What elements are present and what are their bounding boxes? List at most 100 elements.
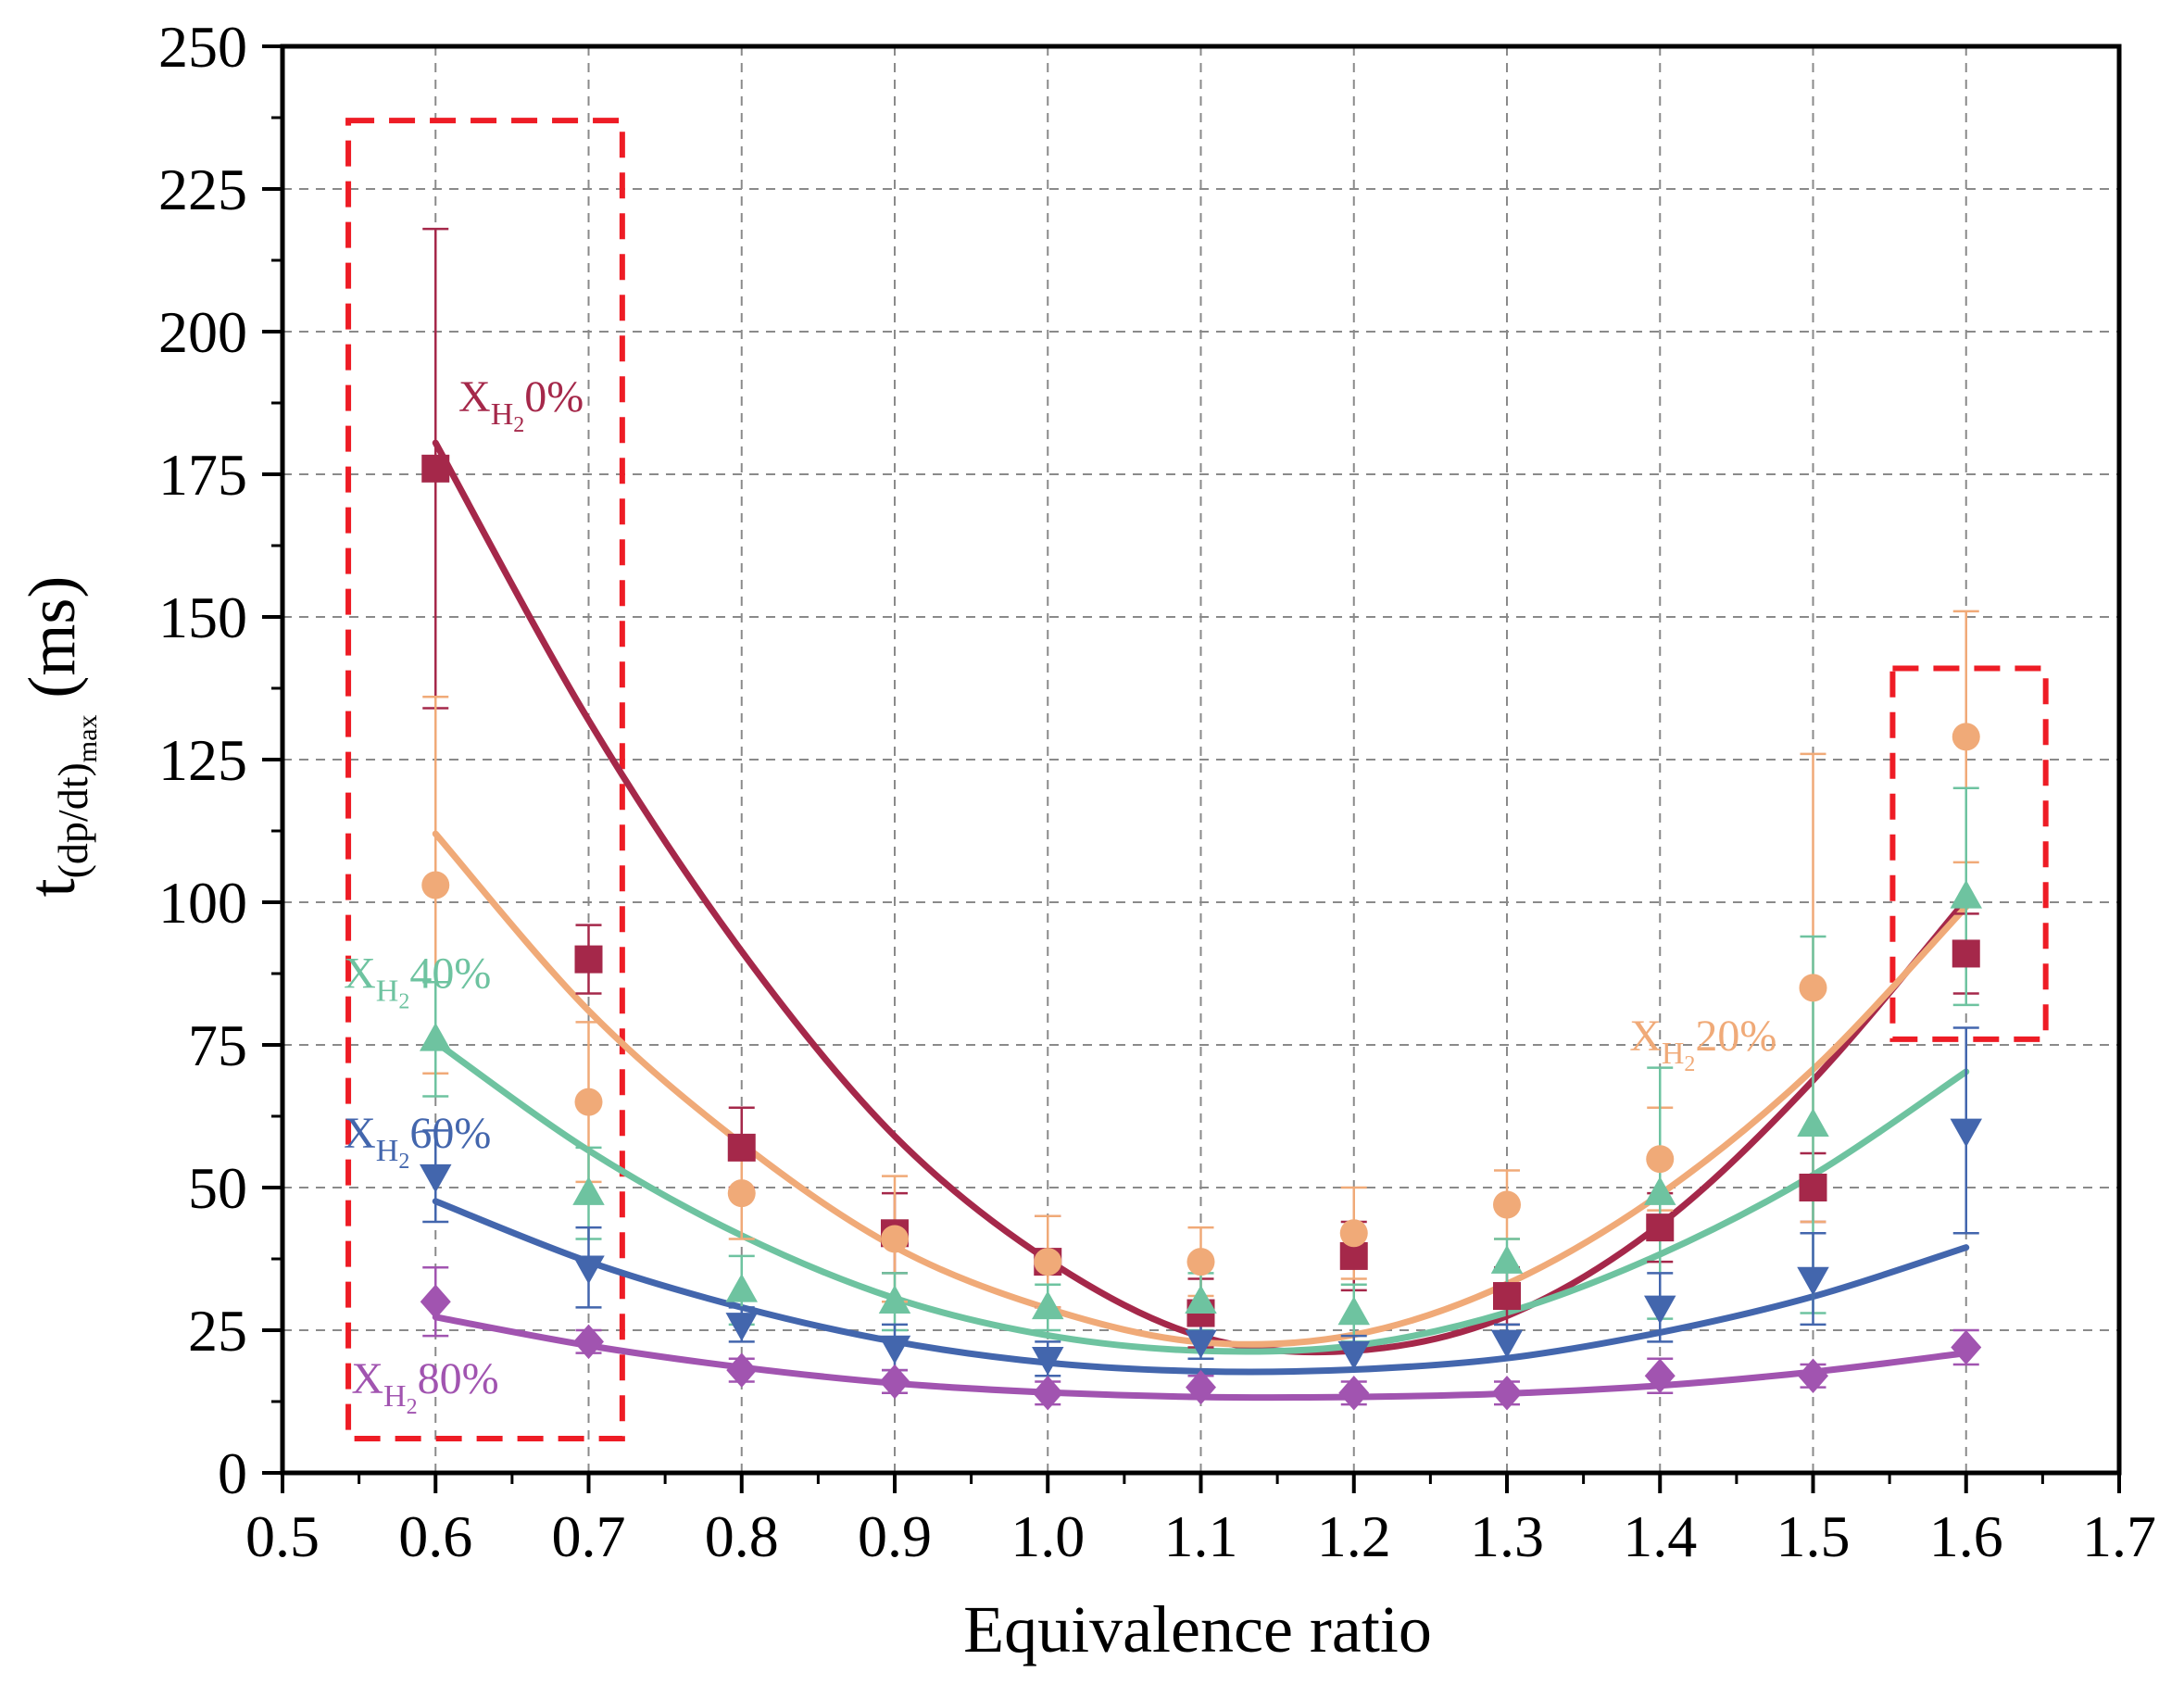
data-point-xh2-60-: [1032, 1347, 1064, 1376]
y-tick-label: 0: [218, 1440, 247, 1506]
data-point-xh2-80-: [1032, 1376, 1063, 1411]
data-point-xh2-80-: [879, 1364, 910, 1400]
axis-ticks: [262, 44, 2121, 1493]
data-point-xh2-60-: [420, 1163, 452, 1193]
x-tick-label: 0.7: [552, 1503, 626, 1569]
data-point-xh2-40-: [725, 1273, 758, 1302]
y-tick-label: 225: [158, 157, 247, 222]
series-label-xh2-80-: XH280%: [351, 1354, 498, 1419]
data-point-xh2-20-: [727, 1179, 756, 1208]
series-label-percent: 0%: [524, 372, 584, 421]
data-point-xh2-20-: [1646, 1145, 1675, 1174]
series-label-x: X: [344, 949, 376, 998]
y-tick-label: 75: [188, 1012, 247, 1078]
data-point-xh2-80-: [573, 1324, 604, 1360]
data-point-xh2-0-: [574, 945, 603, 974]
data-point-xh2-40-: [1797, 1108, 1829, 1137]
x-tick-label: 0.8: [705, 1503, 779, 1569]
y-tick-label: 250: [158, 14, 247, 80]
series-label-xh2-0-: XH20%: [458, 372, 584, 437]
data-point-xh2-20-: [1493, 1190, 1521, 1219]
y-tick-label: 200: [158, 299, 247, 365]
data-point-xh2-40-: [1185, 1285, 1217, 1314]
data-point-xh2-20-: [421, 871, 450, 899]
data-point-xh2-60-: [1950, 1118, 1982, 1148]
x-tick-label: 1.2: [1317, 1503, 1391, 1569]
series-label-x: X: [1629, 1012, 1662, 1061]
data-point-xh2-80-: [420, 1284, 451, 1319]
data-point-xh2-80-: [1491, 1376, 1523, 1411]
data-point-xh2-60-: [878, 1335, 911, 1364]
x-axis-label: Equivalence ratio: [963, 1592, 1432, 1666]
series-label-2: 2: [398, 989, 409, 1013]
data-point-xh2-40-: [1032, 1290, 1064, 1320]
y-tick-label: 150: [158, 585, 247, 650]
data-point-xh2-20-: [1339, 1219, 1368, 1248]
data-point-xh2-80-: [1798, 1358, 1828, 1394]
data-markers: [420, 454, 1982, 1411]
annotation-boxes: [345, 118, 2049, 1442]
y-axis-label-units: (ms): [15, 576, 89, 698]
y-tick-label: 50: [188, 1155, 247, 1221]
series-label-percent: 20%: [1695, 1012, 1776, 1061]
series-label-h: H: [491, 397, 514, 432]
y-axis-label: t(dp/dt)max (ms): [15, 576, 103, 898]
series-label-x: X: [351, 1354, 383, 1403]
series-label-xh2-60-: XH260%: [344, 1109, 491, 1174]
data-point-xh2-0-: [1493, 1282, 1521, 1311]
dashed-highlight-box-2: [1889, 665, 2049, 1042]
fit-curve-xh2-0-: [432, 439, 1970, 1356]
y-axis-label-main: t: [15, 878, 89, 897]
data-point-xh2-60-: [1185, 1329, 1217, 1359]
data-point-xh2-40-: [1950, 879, 1982, 909]
data-point-xh2-40-: [1490, 1245, 1524, 1274]
series-label-xh2-40-: XH240%: [344, 949, 491, 1013]
data-point-xh2-0-: [1952, 939, 1980, 968]
data-point-xh2-60-: [1337, 1340, 1370, 1370]
data-point-xh2-0-: [1799, 1174, 1827, 1201]
data-point-xh2-0-: [421, 454, 450, 483]
data-point-xh2-20-: [574, 1088, 603, 1116]
series-label-percent: 60%: [409, 1109, 491, 1158]
data-point-xh2-80-: [726, 1352, 758, 1388]
data-point-xh2-60-: [1644, 1295, 1676, 1325]
data-point-xh2-40-: [878, 1285, 911, 1314]
data-point-xh2-80-: [1951, 1329, 1982, 1365]
y-axis-label-subscript2: max: [72, 715, 103, 763]
data-point-xh2-20-: [881, 1225, 909, 1253]
series-labels: XH20%XH220%XH240%XH260%XH280%: [344, 372, 1776, 1419]
dashed-highlight-box-1: [345, 118, 625, 1442]
series-label-x: X: [344, 1109, 376, 1158]
data-point-xh2-0-: [727, 1133, 756, 1162]
series-label-2: 2: [1684, 1052, 1695, 1076]
x-tick-label: 0.5: [245, 1503, 320, 1569]
data-point-xh2-40-: [1644, 1176, 1676, 1205]
x-tick-label: 1.0: [1010, 1503, 1085, 1569]
data-point-xh2-80-: [1186, 1369, 1216, 1405]
data-point-xh2-60-: [1490, 1329, 1524, 1359]
series-label-h: H: [1662, 1037, 1685, 1071]
series-label-2: 2: [398, 1150, 409, 1174]
data-point-xh2-20-: [1952, 723, 1980, 751]
data-point-xh2-40-: [1337, 1296, 1370, 1326]
series-label-h: H: [376, 1134, 399, 1168]
tick-labels: 0.5 0.6 0.7 0.8 0.9 1.0 1.1 1.2 1.3 1.4 1.5 1.6 1.7 0…: [158, 14, 2156, 1569]
data-point-xh2-80-: [1644, 1358, 1676, 1394]
data-point-xh2-20-: [1186, 1248, 1215, 1276]
x-tick-label: 1.7: [2082, 1503, 2156, 1569]
x-tick-label: 1.3: [1470, 1503, 1544, 1569]
series-label-percent: 80%: [418, 1354, 499, 1403]
y-tick-label: 125: [158, 727, 247, 793]
data-point-xh2-60-: [1797, 1266, 1829, 1296]
data-point-xh2-60-: [725, 1313, 758, 1341]
series-label-xh2-20-: XH220%: [1629, 1012, 1776, 1076]
data-point-xh2-80-: [1338, 1376, 1370, 1411]
series-label-percent: 40%: [409, 949, 491, 998]
data-point-xh2-0-: [1646, 1213, 1675, 1242]
y-tick-label: 100: [158, 870, 247, 936]
data-point-xh2-20-: [1799, 974, 1827, 1002]
series-label-h: H: [376, 974, 399, 1008]
x-tick-label: 0.9: [858, 1503, 932, 1569]
data-point-xh2-60-: [572, 1255, 605, 1285]
y-axis-label-subscript: (dp/dt): [49, 762, 96, 878]
